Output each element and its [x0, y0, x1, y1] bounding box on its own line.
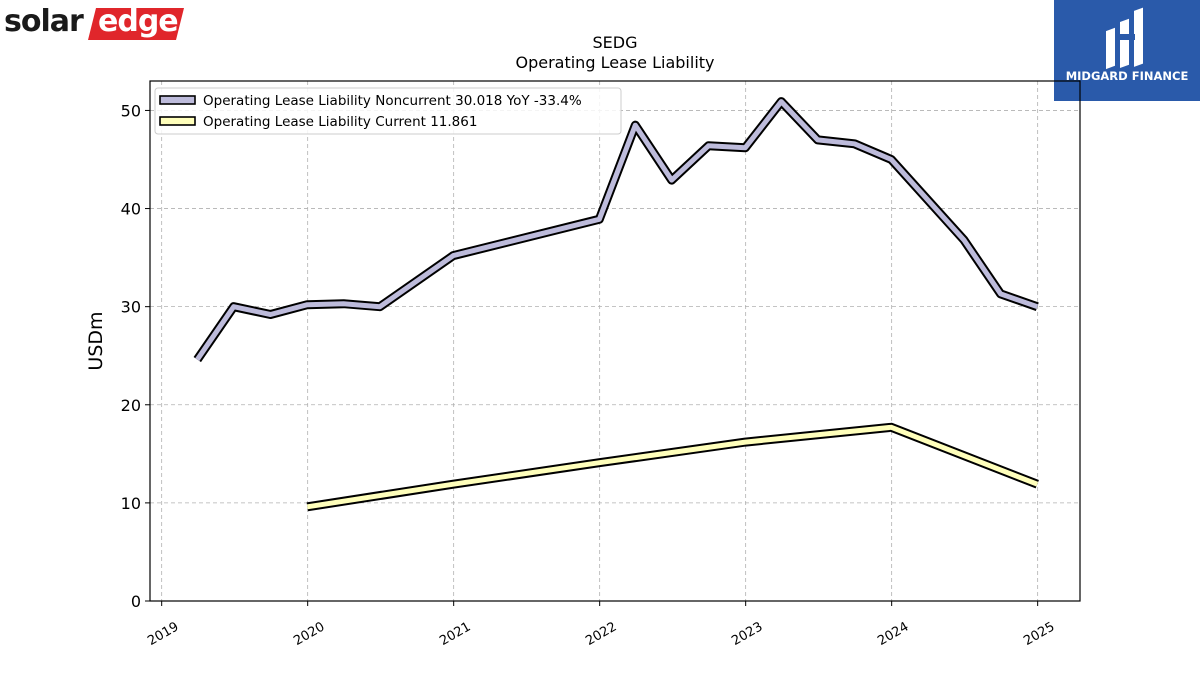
series-1-outline: [193, 97, 1039, 363]
legend-box: [154, 87, 622, 135]
solaredge-logo-edge-text: edge: [98, 4, 179, 39]
x-tick-label: 2022: [583, 619, 619, 649]
chart-subtitle: Operating Lease Liability: [515, 53, 714, 72]
x-tick-label: 2025: [1021, 619, 1057, 649]
y-tick-label: 40: [121, 200, 141, 219]
series-2-line: [306, 422, 1039, 512]
midgard-finance-logo: MIDGARD FINANCE: [1054, 0, 1200, 101]
midgard-logo-icon: [1106, 7, 1143, 70]
y-tick-label: 0: [131, 592, 141, 611]
series-1-line: [193, 97, 1039, 363]
legend-swatch-1: [159, 95, 196, 105]
x-tick-label: 2019: [145, 619, 181, 649]
legend-label-1: Operating Lease Liability Noncurrent 30.…: [203, 93, 582, 109]
legend: Operating Lease Liability Noncurrent 30.…: [154, 87, 622, 135]
y-tick-label: 10: [121, 494, 141, 513]
x-tick-label: 2024: [875, 619, 911, 649]
x-axis-ticks: 2019 2020 2021 2022 2023 2024 2025: [145, 601, 1057, 649]
y-tick-label: 50: [121, 101, 141, 120]
midgard-finance-text: MIDGARD FINANCE: [1065, 69, 1189, 83]
solaredge-logo-solar-text: solar: [4, 4, 84, 39]
legend-label-2: Operating Lease Liability Current 11.861: [203, 114, 477, 130]
plot-frame: [149, 80, 1081, 602]
y-axis-ticks: 0 10 20 30 40 50: [121, 101, 150, 611]
x-tick-label: 2023: [729, 619, 765, 649]
legend-swatch-2: [159, 116, 196, 126]
x-tick-label: 2020: [291, 619, 327, 649]
y-axis-label: USDm: [85, 311, 107, 370]
chart-title: SEDG: [593, 33, 638, 52]
series-2-fill: [306, 424, 1039, 510]
x-tick-label: 2021: [437, 619, 473, 649]
y-tick-label: 20: [121, 396, 141, 415]
y-tick-label: 30: [121, 298, 141, 317]
series-1-fill: [195, 99, 1039, 362]
series-lines: [193, 97, 1039, 512]
grid-lines: [150, 81, 1080, 601]
